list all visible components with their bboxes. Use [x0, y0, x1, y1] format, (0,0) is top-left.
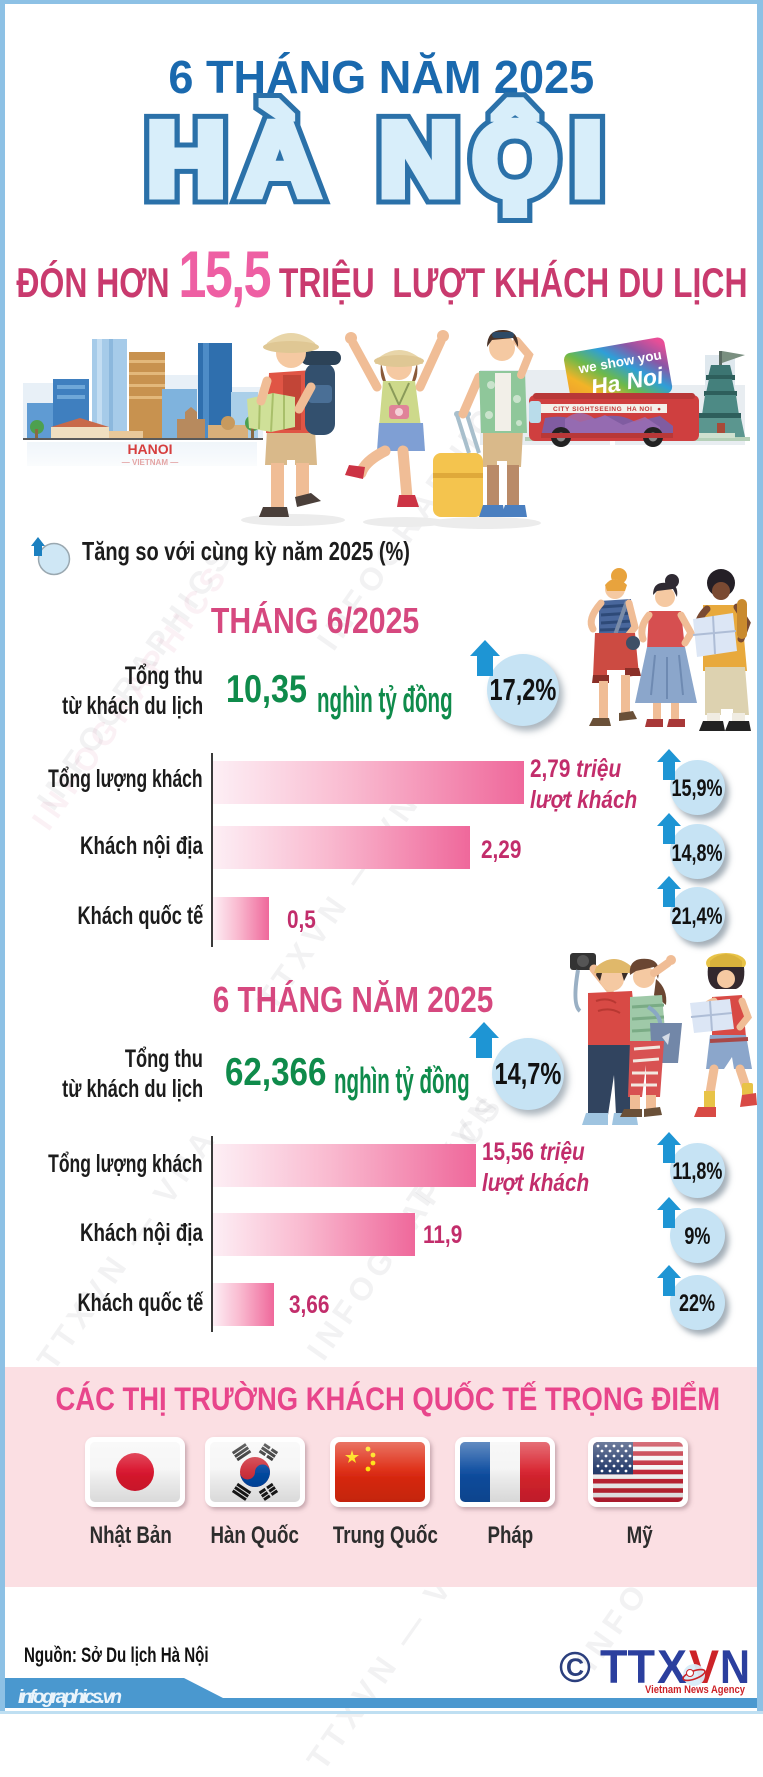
svg-text:X: X	[657, 1640, 687, 1693]
svg-text:TT: TT	[600, 1640, 655, 1693]
svg-text:HANOI: HANOI	[127, 441, 172, 457]
svg-text:Vietnam News Agency: Vietnam News Agency	[645, 1684, 746, 1696]
svg-text:CITY SIGHTSEEING HA NOI ●: CITY SIGHTSEEING HA NOI ●	[553, 406, 661, 413]
svg-text:C: C	[566, 1654, 584, 1682]
svg-text:N: N	[720, 1640, 750, 1693]
svg-text:— VIETNAM —: — VIETNAM —	[122, 458, 178, 467]
svg-text:infographics.vn: infographics.vn	[18, 1687, 122, 1708]
